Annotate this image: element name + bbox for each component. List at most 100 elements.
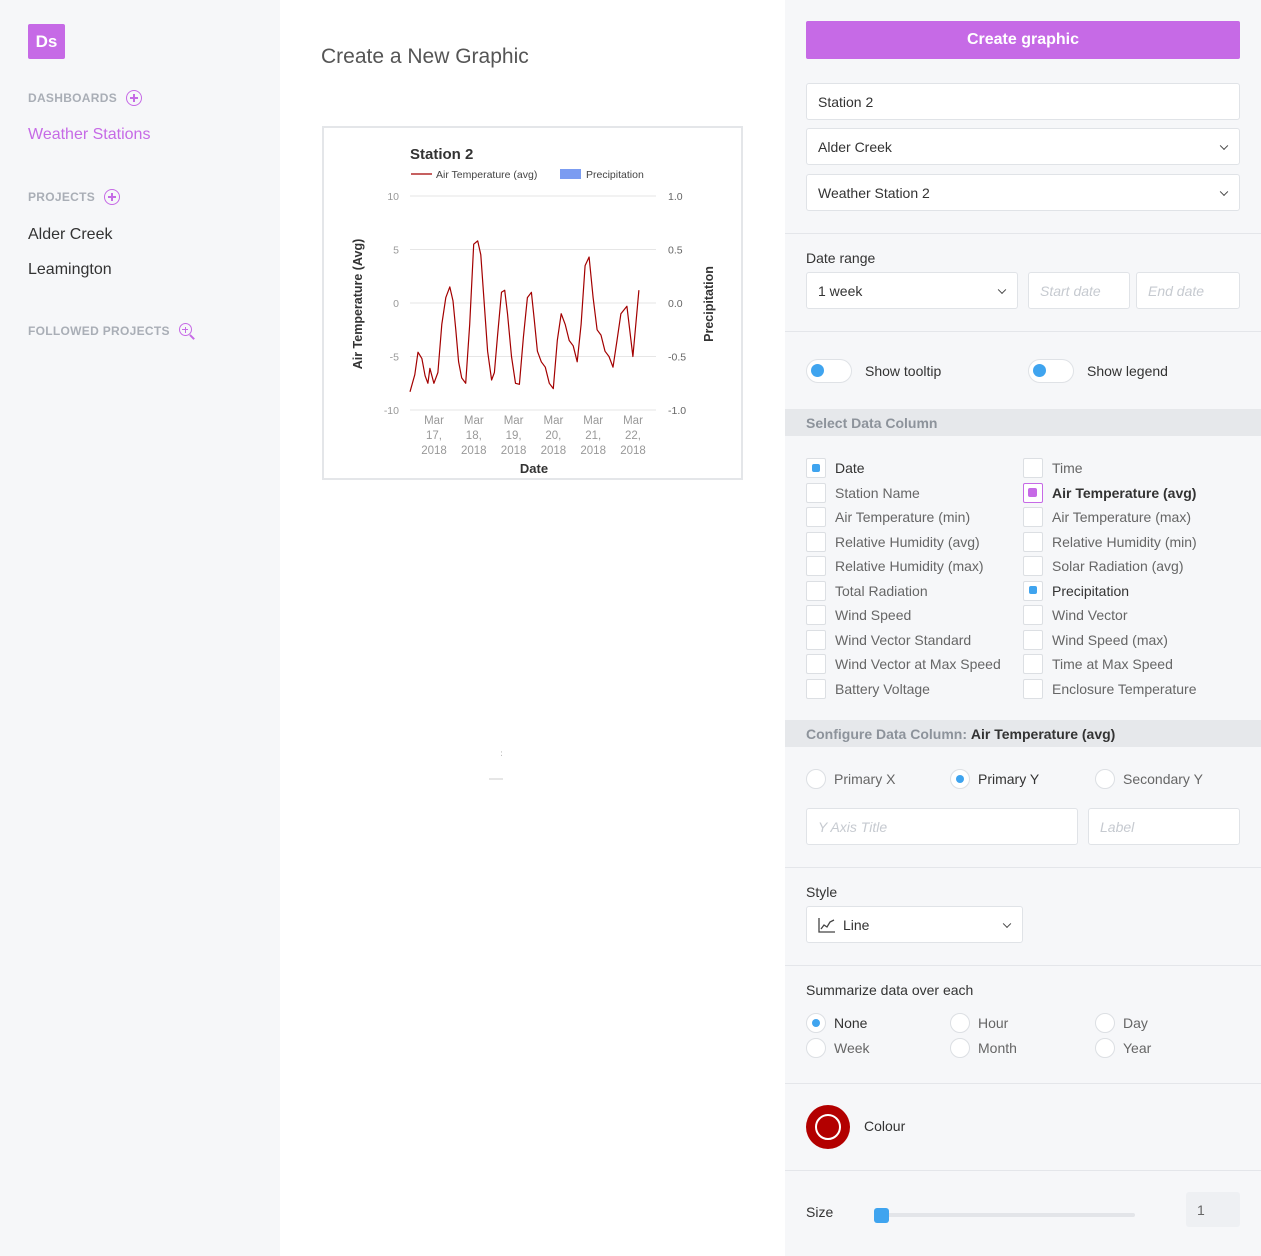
data-column-label: Relative Humidity (max) — [835, 558, 984, 574]
summarize-option-radio[interactable]: Week — [806, 1038, 870, 1058]
checkbox-box[interactable] — [1023, 556, 1043, 576]
data-column-checkbox[interactable]: Battery Voltage — [806, 678, 930, 699]
data-column-label: Time — [1052, 460, 1083, 476]
checkbox-box[interactable] — [806, 507, 826, 527]
axis-option-radio[interactable]: Secondary Y — [1095, 769, 1203, 789]
summarize-option-radio[interactable]: Day — [1095, 1013, 1148, 1033]
checkbox-box[interactable] — [806, 654, 826, 674]
checkbox-box[interactable] — [806, 605, 826, 625]
style-select[interactable]: Line — [806, 906, 1023, 943]
station-select-value: Weather Station 2 — [818, 184, 930, 201]
y-axis-title: Air Temperature (Avg) — [351, 239, 365, 370]
data-column-checkbox[interactable]: Precipitation — [1023, 580, 1129, 601]
checkbox-box[interactable] — [1023, 507, 1043, 527]
create-graphic-button[interactable]: Create graphic — [806, 21, 1240, 59]
data-column-checkbox[interactable]: Relative Humidity (avg) — [806, 531, 980, 552]
data-column-checkbox[interactable]: Air Temperature (max) — [1023, 507, 1191, 527]
graphic-config-panel: Create graphic Station 2 Alder Creek Wea… — [785, 0, 1261, 1256]
checkbox-box[interactable] — [1023, 531, 1043, 552]
radio-dot[interactable] — [806, 769, 826, 789]
label-input[interactable]: Label — [1088, 808, 1240, 845]
x-tick-label: 2018 — [580, 445, 606, 457]
size-slider-handle[interactable] — [874, 1208, 889, 1223]
size-value-input[interactable]: 1 — [1186, 1192, 1240, 1227]
checkbox-box[interactable] — [1023, 482, 1043, 503]
search-projects-icon[interactable] — [178, 323, 195, 340]
app-logo[interactable]: Ds — [28, 24, 65, 59]
checkbox-box[interactable] — [806, 580, 826, 601]
radio-dot[interactable] — [806, 1013, 826, 1033]
checkbox-box[interactable] — [806, 678, 826, 699]
start-date-input[interactable]: Start date — [1028, 272, 1130, 309]
checkbox-box[interactable] — [1023, 678, 1043, 699]
checkbox-box[interactable] — [1023, 605, 1043, 625]
radio-dot[interactable] — [1095, 769, 1115, 789]
checkbox-box[interactable] — [806, 629, 826, 650]
show-tooltip-toggle[interactable] — [806, 359, 852, 383]
data-column-checkbox[interactable]: Time at Max Speed — [1023, 654, 1173, 674]
radio-dot[interactable] — [950, 1038, 970, 1058]
data-column-checkbox[interactable]: Station Name — [806, 482, 920, 503]
summarize-option-radio[interactable]: Hour — [950, 1013, 1008, 1033]
summarize-option-radio[interactable]: Month — [950, 1038, 1017, 1058]
checkbox-box[interactable] — [1023, 629, 1043, 650]
colour-label: Colour — [864, 1118, 906, 1134]
data-column-checkbox[interactable]: Wind Vector Standard — [806, 629, 971, 650]
data-column-checkbox[interactable]: Enclosure Temperature — [1023, 678, 1196, 699]
data-column-checkbox[interactable]: Solar Radiation (avg) — [1023, 556, 1184, 576]
data-column-checkbox[interactable]: Wind Vector — [1023, 605, 1127, 625]
data-column-checkbox[interactable]: Relative Humidity (max) — [806, 556, 984, 576]
y-tick-label: 10 — [387, 191, 399, 203]
data-column-checkbox[interactable]: Wind Speed (max) — [1023, 629, 1168, 650]
radio-dot[interactable] — [806, 1038, 826, 1058]
data-column-label: Wind Speed (max) — [1052, 631, 1168, 648]
checkbox-box[interactable] — [1023, 580, 1043, 601]
checkbox-box[interactable] — [806, 531, 826, 552]
axis-option-radio[interactable]: Primary Y — [950, 769, 1039, 789]
data-column-label: Air Temperature (min) — [835, 509, 971, 525]
data-column-checkbox[interactable]: Wind Speed — [806, 605, 911, 625]
radio-dot[interactable] — [1095, 1038, 1115, 1058]
checkbox-box[interactable] — [806, 458, 826, 478]
summarize-option-radio[interactable]: None — [806, 1013, 867, 1033]
data-column-checkbox[interactable]: Air Temperature (avg) — [1023, 482, 1196, 503]
sidebar-item-weather-stations[interactable]: Weather Stations — [28, 126, 151, 143]
radio-dot[interactable] — [950, 769, 970, 789]
add-project-icon[interactable] — [104, 189, 121, 205]
axis-option-label: Secondary Y — [1123, 771, 1203, 787]
sidebar-item-leamington[interactable]: Leamington — [28, 261, 112, 278]
summarize-option-label: Year — [1123, 1040, 1152, 1056]
size-slider-track[interactable] — [881, 1213, 1135, 1217]
checkbox-box[interactable] — [1023, 654, 1043, 674]
data-column-checkbox[interactable]: Wind Vector at Max Speed — [806, 654, 1001, 674]
checkbox-box[interactable] — [806, 482, 826, 503]
add-dashboard-icon[interactable] — [126, 90, 143, 106]
x-tick-label: Mar — [424, 415, 444, 427]
axis-option-radio[interactable]: Primary X — [806, 769, 895, 789]
data-column-checkbox[interactable]: Date — [806, 458, 865, 478]
checkbox-box[interactable] — [806, 556, 826, 576]
summarize-option-radio[interactable]: Year — [1095, 1038, 1151, 1058]
radio-dot[interactable] — [1095, 1013, 1115, 1033]
select-data-column-heading-label: Select Data Column — [806, 414, 938, 431]
data-column-checkbox[interactable]: Air Temperature (min) — [806, 507, 970, 527]
data-column-checkbox[interactable]: Time — [1023, 458, 1083, 478]
end-date-input[interactable]: End date — [1136, 272, 1240, 309]
radio-dot[interactable] — [950, 1013, 970, 1033]
data-column-label: Time at Max Speed — [1052, 656, 1173, 672]
project-select[interactable]: Alder Creek — [806, 128, 1240, 165]
y-axis-title-input[interactable]: Y Axis Title — [806, 808, 1078, 845]
sidebar-item-alder-creek[interactable]: Alder Creek — [28, 226, 113, 243]
colour-picker-swatch[interactable] — [806, 1105, 850, 1149]
chevron-down-icon — [1219, 141, 1229, 150]
station-select[interactable]: Weather Station 2 — [806, 174, 1240, 211]
date-range-select[interactable]: 1 week — [806, 272, 1018, 309]
checkbox-box[interactable] — [1023, 458, 1043, 478]
x-tick-label: Mar — [464, 415, 484, 427]
show-legend-toggle[interactable] — [1028, 359, 1074, 383]
chevron-down-icon — [1002, 919, 1012, 928]
graphic-title-input[interactable]: Station 2 — [806, 83, 1240, 120]
data-column-checkbox[interactable]: Relative Humidity (min) — [1023, 531, 1197, 552]
data-column-checkbox[interactable]: Total Radiation — [806, 580, 928, 601]
x-tick-label: 17, — [426, 430, 442, 442]
